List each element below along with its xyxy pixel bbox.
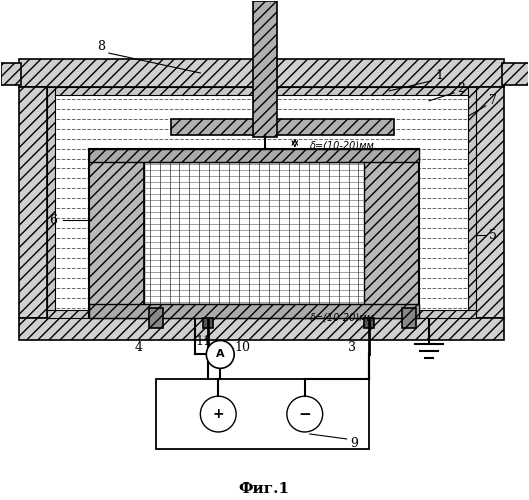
Bar: [89, 148, 419, 162]
Text: −: −: [298, 406, 311, 422]
Bar: [149, 308, 162, 328]
Bar: [364, 318, 375, 328]
Bar: [402, 308, 416, 328]
Bar: [476, 87, 504, 318]
Text: 4: 4: [135, 341, 143, 354]
Bar: [89, 304, 419, 318]
Bar: [364, 148, 419, 318]
Text: A: A: [216, 350, 224, 360]
Bar: [47, 310, 476, 318]
Bar: [20, 318, 504, 340]
Bar: [156, 380, 369, 449]
Text: 1: 1: [435, 70, 443, 82]
Bar: [203, 318, 213, 328]
Bar: [144, 162, 364, 304]
Text: δ=(10-20)мм: δ=(10-20)мм: [310, 140, 375, 150]
Text: 9: 9: [351, 438, 359, 450]
Bar: [47, 87, 476, 95]
Bar: [2, 63, 21, 85]
Circle shape: [206, 340, 234, 368]
Bar: [253, 2, 277, 136]
Circle shape: [287, 396, 323, 432]
Text: +: +: [213, 407, 224, 421]
Text: δ=(10-20)мм: δ=(10-20)мм: [310, 312, 375, 322]
Bar: [170, 118, 394, 134]
Bar: [47, 87, 55, 318]
Text: 7: 7: [489, 94, 497, 108]
Circle shape: [200, 396, 236, 432]
Bar: [501, 63, 529, 85]
Bar: [20, 59, 504, 87]
Text: 3: 3: [348, 341, 355, 354]
Bar: [468, 87, 476, 318]
Text: Фиг.1: Фиг.1: [239, 482, 289, 496]
Text: 6: 6: [49, 214, 57, 226]
Text: 2: 2: [457, 82, 465, 96]
Text: 5: 5: [489, 228, 497, 241]
Bar: [89, 148, 419, 318]
Text: 10: 10: [234, 341, 250, 354]
Bar: [20, 87, 47, 318]
Bar: [89, 148, 144, 318]
Text: 11: 11: [195, 335, 212, 348]
Text: 8: 8: [97, 40, 105, 52]
